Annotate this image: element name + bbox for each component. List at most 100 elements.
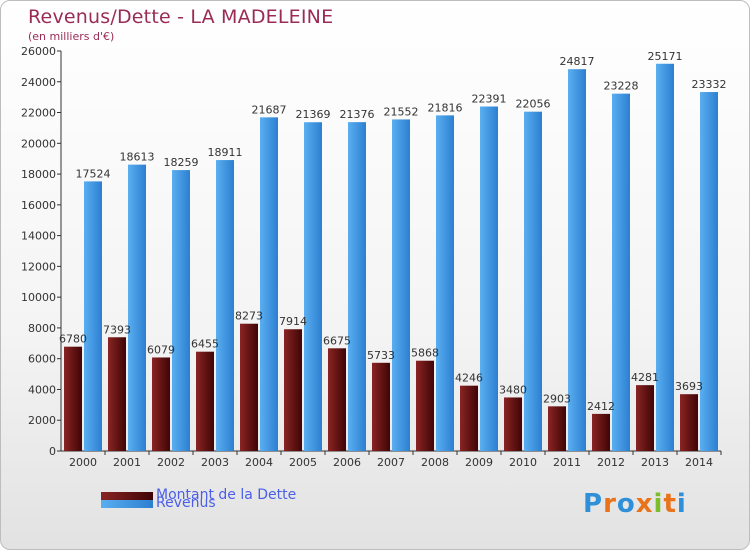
chart-title: Revenus/Dette - LA MADELEINE (28, 6, 334, 28)
bar-revenus (524, 111, 542, 451)
axes: 0 2000 4000 6000 8000 10000 12000 14000 16000 180… (21, 45, 722, 469)
y-tick-label: 16000 (21, 199, 56, 212)
logo-letter: t (663, 489, 677, 519)
bar-dette (460, 385, 478, 451)
bar-revenus (436, 115, 454, 451)
bar-dette (416, 360, 434, 451)
bar-revenus (216, 160, 234, 452)
x-tick-label: 2001 (113, 456, 141, 469)
bar-dette (108, 337, 126, 451)
value-label-revenus: 17524 (76, 167, 111, 180)
bar-revenus (260, 117, 278, 451)
value-label-dette: 3693 (675, 380, 703, 393)
value-label-revenus: 23228 (604, 80, 639, 93)
value-label-revenus: 22056 (516, 98, 551, 111)
bar-dette (636, 385, 654, 451)
bar-revenus (656, 63, 674, 451)
value-label-revenus: 21816 (428, 101, 463, 114)
bar-revenus (392, 119, 410, 451)
value-label-revenus: 18613 (120, 151, 155, 164)
bar-dette (196, 351, 214, 451)
y-tick-label: 0 (49, 445, 56, 458)
value-label-dette: 3480 (499, 383, 527, 396)
y-tick-label: 22000 (21, 107, 56, 120)
y-tick-label: 10000 (21, 291, 56, 304)
bar-revenus (84, 181, 102, 451)
value-label-revenus: 25171 (648, 50, 683, 63)
logo-letter: i (676, 489, 687, 519)
bar-revenus (568, 69, 586, 451)
value-labels: 6780 7393 6079 6455 8273 7914 6675 5733 5868 4246… (59, 50, 727, 413)
x-tick-label: 2012 (597, 456, 625, 469)
bar-revenus (172, 170, 190, 452)
bar-dette (64, 346, 82, 451)
value-label-revenus: 22391 (472, 93, 507, 106)
y-tick-label: 20000 (21, 137, 56, 150)
bar-dette (328, 348, 346, 451)
y-tick-label: 24000 (21, 76, 56, 89)
bar-dette (284, 329, 302, 451)
y-tick-label: 4000 (28, 383, 56, 396)
x-tick-label: 2011 (553, 456, 581, 469)
x-tick-label: 2004 (245, 456, 273, 469)
value-label-dette: 2903 (543, 392, 571, 405)
x-tick-label: 2009 (465, 456, 493, 469)
logo-letter: x (635, 489, 654, 519)
y-tick-label: 12000 (21, 260, 56, 273)
bar-revenus (128, 164, 146, 451)
bar-revenus (348, 122, 366, 451)
value-label-dette: 2412 (587, 400, 615, 413)
logo-letter: i (653, 489, 664, 519)
bar-dette (152, 357, 170, 451)
bar-dette (680, 394, 698, 451)
value-label-dette: 7914 (279, 315, 307, 328)
logo-letter: o (616, 489, 636, 519)
legend-label-revenus: Revenus (156, 495, 216, 511)
bar-dette (240, 323, 258, 451)
bar-dette (504, 397, 522, 451)
legend-swatch-dette (101, 492, 153, 500)
x-tick-label: 2003 (201, 456, 229, 469)
value-label-dette: 5868 (411, 347, 439, 360)
bar-revenus (612, 93, 630, 452)
value-label-revenus: 18911 (208, 146, 243, 159)
x-tick-label: 2002 (157, 456, 185, 469)
value-label-revenus: 24817 (560, 55, 595, 68)
x-tick-label: 2013 (641, 456, 669, 469)
bar-dette (548, 406, 566, 451)
x-tick-label: 2010 (509, 456, 537, 469)
value-label-revenus: 23332 (692, 78, 727, 91)
value-label-dette: 6675 (323, 334, 351, 347)
value-label-dette: 8273 (235, 310, 263, 323)
bar-revenus (700, 92, 718, 452)
value-label-dette: 7393 (103, 323, 131, 336)
x-tick-label: 2006 (333, 456, 361, 469)
value-label-revenus: 21376 (340, 108, 375, 121)
bars (64, 63, 718, 452)
value-label-revenus: 21687 (252, 103, 287, 116)
value-label-dette: 5733 (367, 349, 395, 362)
y-tick-label: 8000 (28, 322, 56, 335)
value-label-revenus: 21552 (384, 105, 419, 118)
legend-label-dette: Montant de la Dette (156, 487, 297, 503)
value-label-revenus: 21369 (296, 108, 331, 121)
bar-dette (592, 413, 610, 451)
legend-swatch-revenus (101, 500, 153, 508)
value-label-revenus: 18259 (164, 156, 199, 169)
logo-letter: r (603, 489, 617, 519)
bar-revenus (304, 122, 322, 451)
y-tick-label: 2000 (28, 414, 56, 427)
proxiti-logo: Proxiti (583, 489, 687, 519)
y-tick-label: 26000 (21, 45, 56, 58)
value-label-dette: 4246 (455, 372, 483, 385)
y-tick-label: 18000 (21, 168, 56, 181)
value-label-dette: 6079 (147, 343, 175, 356)
x-tick-label: 2014 (685, 456, 713, 469)
bar-dette (372, 362, 390, 451)
y-tick-label: 6000 (28, 353, 56, 366)
x-tick-label: 2005 (289, 456, 317, 469)
value-label-dette: 6780 (59, 333, 87, 346)
x-tick-label: 2007 (377, 456, 405, 469)
